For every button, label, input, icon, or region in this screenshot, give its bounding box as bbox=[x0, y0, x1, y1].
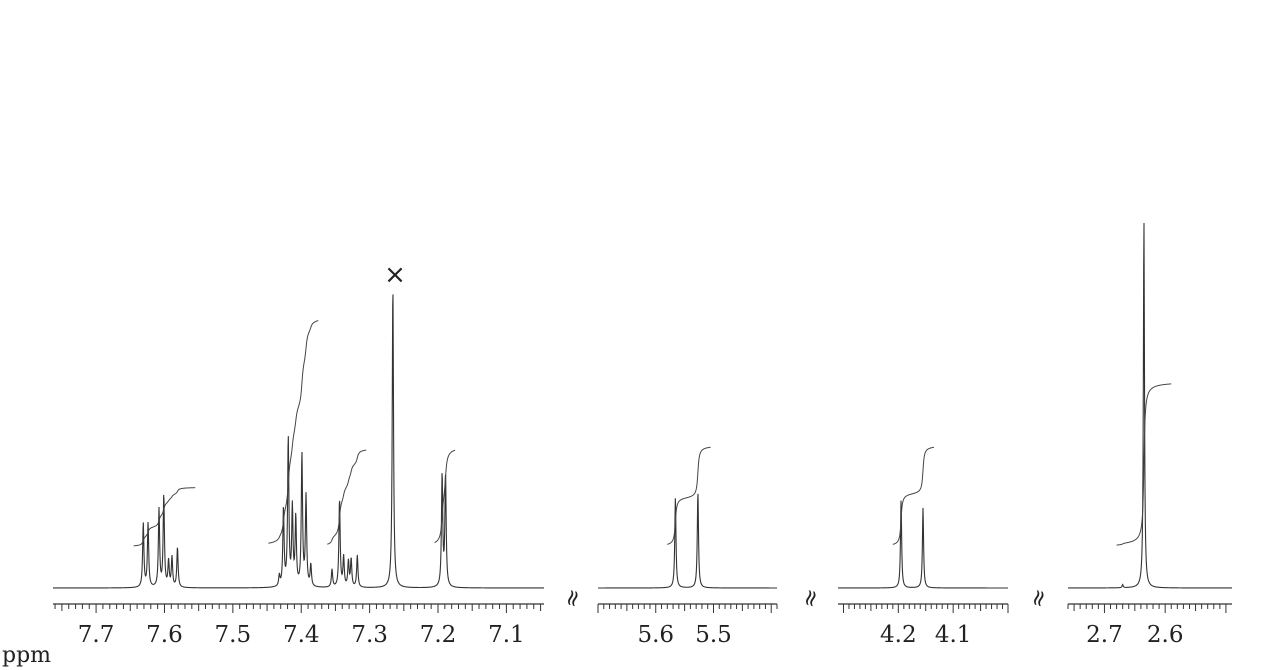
spectrum-traces bbox=[53, 223, 1232, 589]
tick-label: 7.7 bbox=[78, 622, 115, 648]
integral-curve bbox=[268, 320, 319, 544]
ppm-axes: 7.7 7.6 7.5 7.4 7.3 7.2 7.1 5.6 5.5 4.2 4.1 2.7 2.6 bbox=[53, 603, 1232, 648]
integral-curves bbox=[133, 320, 1172, 547]
tick-label: 7.4 bbox=[283, 622, 320, 648]
tick-label: 2.7 bbox=[1086, 622, 1123, 648]
spectrum-trace bbox=[53, 294, 544, 589]
spectrum-trace bbox=[598, 493, 777, 589]
solvent-marker: × bbox=[384, 260, 406, 290]
tick-label: 2.6 bbox=[1147, 622, 1184, 648]
integral-curve bbox=[133, 487, 196, 547]
integral-curve bbox=[892, 446, 935, 545]
axis-break-marker: ≈ bbox=[796, 586, 826, 611]
integral-curve bbox=[1116, 383, 1172, 546]
integral-curve bbox=[667, 446, 711, 545]
tick-label: 7.5 bbox=[215, 622, 252, 648]
spectrum-trace bbox=[838, 500, 1008, 589]
axis-break-marker: ≈ bbox=[558, 586, 588, 611]
tick-label: 7.2 bbox=[420, 622, 457, 648]
x-axis-unit-label: ppm bbox=[2, 643, 51, 668]
spectrum-trace bbox=[1068, 223, 1232, 589]
axis-break-marker: ≈ bbox=[1024, 586, 1054, 611]
tick-label: 5.5 bbox=[695, 622, 732, 648]
tick-label: 4.2 bbox=[880, 622, 917, 648]
tick-label: 7.6 bbox=[146, 622, 183, 648]
tick-label: 4.1 bbox=[935, 622, 972, 648]
integral-curve bbox=[434, 449, 456, 544]
integral-curve bbox=[327, 449, 367, 545]
tick-label: 7.1 bbox=[488, 622, 525, 648]
tick-label: 5.6 bbox=[637, 622, 674, 648]
tick-label: 7.3 bbox=[351, 622, 388, 648]
